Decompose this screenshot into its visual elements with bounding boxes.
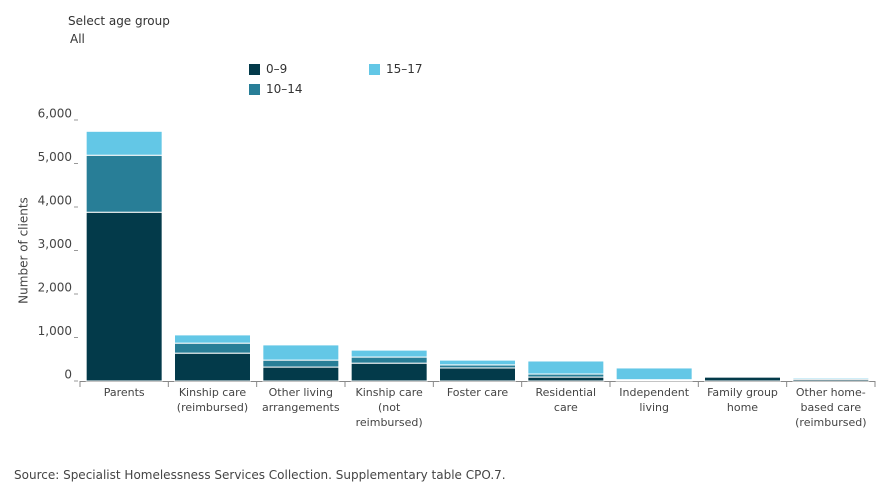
x-tick-label: Kinship care (not reimbursed) (355, 386, 423, 429)
legend-label: 15–17 (386, 62, 423, 76)
x-tick-label: Foster care (446, 386, 509, 399)
x-tick-label: Kinship care (reimbursed) (176, 386, 249, 414)
x-tick-label: Residential care (535, 386, 597, 414)
y-tick-label: 0 (64, 368, 72, 382)
filter-label: Select age group (68, 14, 170, 28)
bar-segment (439, 367, 516, 382)
x-tick-label: Family group home (707, 386, 778, 414)
bar-segment (262, 366, 340, 382)
bar-segment (85, 130, 163, 156)
chart: Number of clients 0 1,000 2,000 3,000 4,000 5,… (17, 107, 876, 387)
bar-segment (439, 359, 516, 366)
bar-segment (262, 359, 340, 368)
legend-swatch (249, 63, 260, 75)
x-tick-label: Independent living (619, 386, 690, 414)
legend-label: 0–9 (266, 62, 288, 76)
x-tick-label: Other living arrangements (262, 386, 340, 414)
legend-item: 10–14 (249, 82, 303, 96)
legend-item: 15–17 (369, 62, 423, 76)
bar-segment (350, 362, 428, 382)
bar-segment (527, 360, 605, 375)
legend-swatch (369, 63, 380, 75)
bar-segment (704, 376, 781, 382)
bar-segment (350, 356, 428, 364)
y-tick-label: 4,000 (38, 194, 72, 208)
y-tick-label: 3,000 (38, 237, 72, 251)
y-tick-label: 5,000 (38, 150, 72, 164)
y-tick-label: 1,000 (38, 324, 72, 338)
y-axis-label: Number of clients (17, 197, 31, 304)
legend-label: 10–14 (266, 82, 303, 96)
bar-segment (792, 377, 870, 380)
bar-segment (615, 367, 693, 381)
x-tick-label: Other home-based care (reimbursed) (795, 386, 867, 429)
y-tick-label: 6,000 (38, 107, 72, 121)
legend-swatch (249, 83, 260, 95)
source-note: Source: Specialist Homelessness Services… (14, 468, 506, 482)
bar-segment (174, 352, 251, 382)
bar-segment (527, 376, 605, 382)
bar-segment (350, 349, 428, 358)
y-tick-label: 2,000 (38, 281, 72, 295)
bar-segment (85, 154, 163, 213)
x-tick-label: Parents (103, 386, 145, 399)
bar-segment (174, 334, 251, 344)
bar-segment (174, 342, 251, 354)
filter-dropdown[interactable]: All (70, 32, 85, 46)
legend-item: 0–9 (249, 62, 287, 76)
bar-segment (85, 211, 163, 382)
bar-segment (262, 344, 340, 361)
